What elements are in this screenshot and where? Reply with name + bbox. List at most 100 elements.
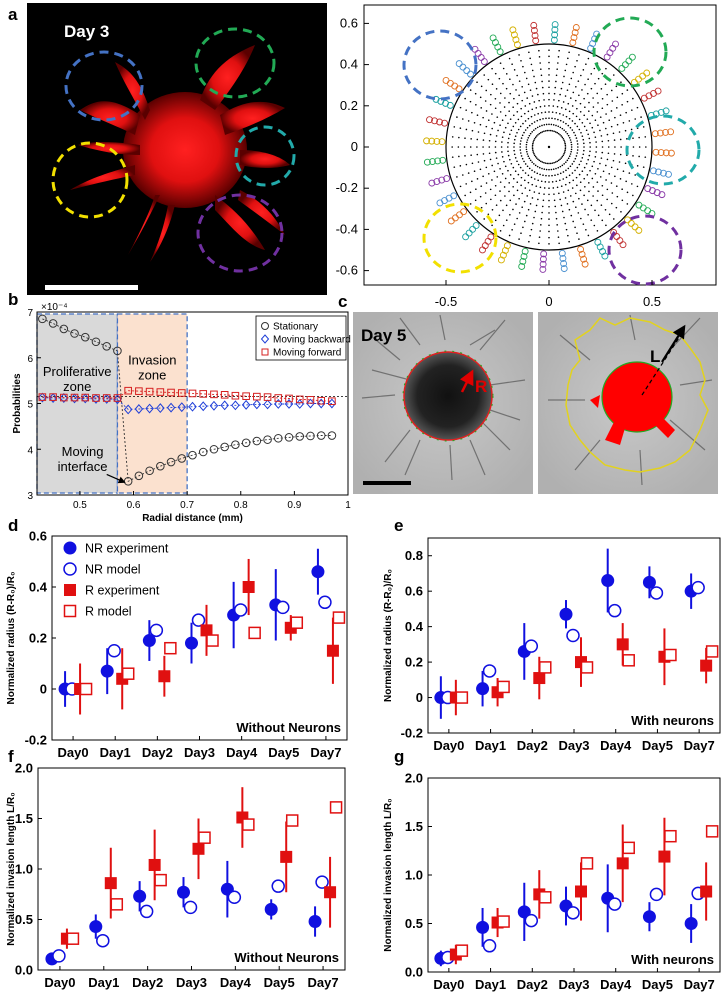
x-tick-label: Day4 [226,745,258,760]
polar-grid-dot [548,168,550,171]
polar-grid-dot [537,133,539,136]
polar-grid-dot [553,199,556,202]
polar-grid-dot [521,85,523,88]
polar-grid-dot [628,120,631,122]
data-point [167,388,175,397]
polar-ray-marker [539,255,547,263]
polar-grid-dot [574,122,576,125]
polar-grid-dot [530,115,533,118]
polar-grid-dot [504,97,506,99]
polar-grid-dot [521,134,524,137]
polar-grid-dot [620,146,622,148]
polar-grid-dot [563,151,566,153]
polar-grid-dot [530,176,533,179]
polar-grid-dot [564,147,567,150]
polar-grid-dot [585,129,588,132]
polar-grid-dot [512,186,514,188]
polar-grid-dot [552,124,555,126]
polar-grid-dot [571,187,574,189]
polar-ray-marker [618,65,626,72]
polar-grid-dot [499,92,502,95]
data-point [308,915,322,929]
polar-grid-dot [579,181,582,184]
polar-x-tick-label: 0 [545,294,552,309]
data-point [252,399,262,410]
polar-grid-dot [482,146,484,148]
data-point [316,398,326,409]
polar-grid-dot [614,175,616,178]
polar-grid-dot [479,168,482,171]
data-point [263,393,272,401]
polar-grid-dot [606,188,609,191]
polar-grid-dot [535,157,538,159]
polar-grid-dot [488,139,491,142]
polar-grid-dot [607,152,610,155]
polar-grid-dot [501,141,503,143]
polar-grid-dot [531,169,533,172]
polar-grid-dot [529,203,532,205]
polar-grid-dot [527,117,530,120]
data-point [616,638,629,651]
data-point [607,603,622,618]
polar-highlight-circle [625,114,701,186]
polar-ray-marker [512,36,520,44]
polar-grid-dot [489,158,492,161]
polar-grid-dot [513,146,515,148]
polar-grid-dot [533,75,535,78]
polar-ray-marker [480,58,488,66]
polar-grid-dot [600,88,603,90]
polar-grid-dot [507,146,509,148]
polar-grid-dot [501,136,504,138]
polar-grid-dot [511,229,513,231]
polar-grid-dot [638,155,640,158]
polar-grid-dot [606,133,609,136]
data-point [691,580,705,595]
polar-ray-marker [631,223,639,231]
polar-grid-dot [480,185,483,187]
polar-grid-dot [548,80,550,82]
polar-highlight-circle [402,29,478,101]
polar-grid-dot [524,172,527,174]
data-point [497,915,510,928]
polar-grid-dot [485,182,488,184]
x-tick-label: Day5 [264,975,295,990]
polar-grid-dot [591,165,594,168]
data-point [200,624,213,637]
polar-grid-dot [556,224,558,226]
polar-grid-dot [465,163,468,166]
polar-ray-marker [624,216,631,224]
y-tick-label: 1.5 [15,811,33,826]
data-point [524,639,539,653]
polar-grid-dot [552,105,555,107]
data-point [580,661,594,674]
polar-grid-dot [531,197,534,199]
y-axis-label: Normalized radius (R-R₀)/R₀ [383,569,394,702]
polar-grid-dot [562,191,565,193]
polar-grid-dot [615,107,618,109]
polar-grid-dot [601,107,604,110]
polar-grid-dot [525,214,528,217]
polar-grid-dot [534,210,537,213]
polar-grid-dot [575,115,578,118]
y-tick-label: 0.6 [405,584,423,599]
polar-grid-dot [560,107,563,109]
polar-grid-dot [513,223,516,225]
polar-grid-dot [583,142,585,145]
polar-grid-dot [632,155,634,157]
y-tick-label: 0.4 [405,619,424,634]
polar-grid-dot [621,92,624,95]
y-tick-label: 0.2 [405,655,423,670]
polar-ray-marker [581,260,589,268]
polar-grid-dot [548,49,550,51]
panel-label-c: c [338,292,347,311]
polar-grid-dot [630,128,633,131]
polar-grid-dot [606,93,608,96]
data-point [166,457,176,467]
polar-grid-dot [541,211,543,214]
data-point [70,329,79,338]
data-point [166,402,176,413]
polar-grid-dot [638,146,641,148]
panel-label-b: b [8,290,18,309]
polar-grid-dot [509,199,512,202]
